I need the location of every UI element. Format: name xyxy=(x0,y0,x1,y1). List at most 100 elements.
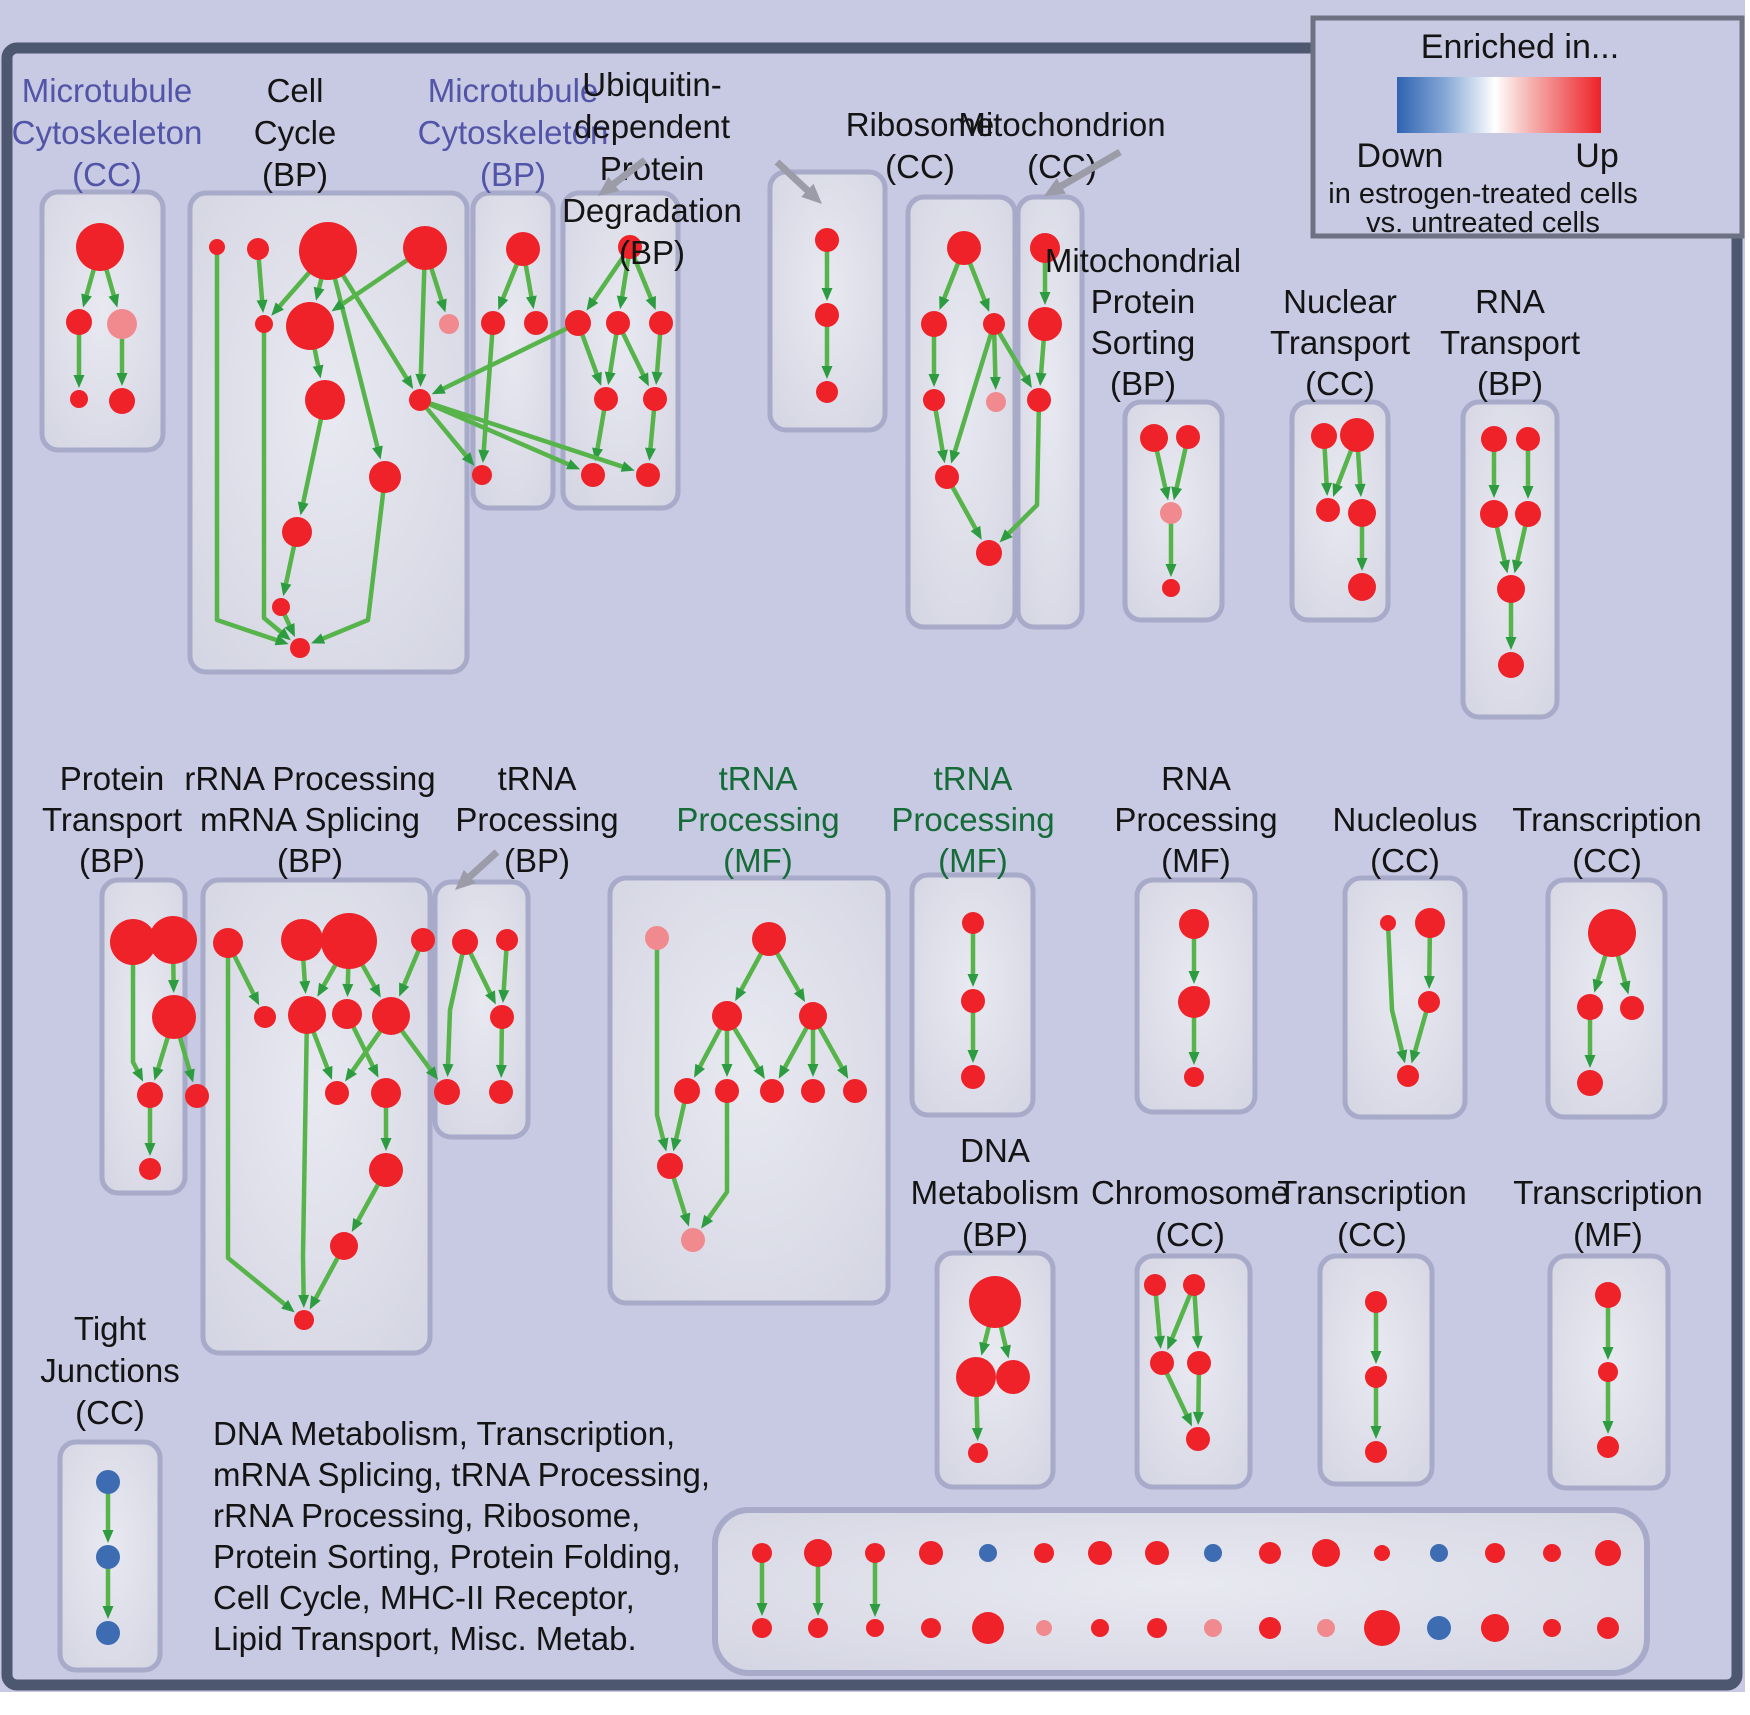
relation-arrowhead-icon xyxy=(1167,1335,1178,1351)
relation-arrowhead-icon xyxy=(284,623,295,638)
go-term-node-red xyxy=(286,302,334,350)
relation-arrowhead-icon xyxy=(1191,1335,1203,1350)
relation-arrowhead-icon xyxy=(670,1137,682,1152)
go-term-node-red xyxy=(1365,1441,1387,1463)
go-term-node-red xyxy=(1179,909,1209,939)
go-term-node-red xyxy=(843,1079,867,1103)
relation-arrowhead-icon xyxy=(869,1604,881,1617)
relation-arrowhead-icon xyxy=(168,979,180,994)
go-term-node-pink xyxy=(645,926,669,950)
go-term-node-red xyxy=(137,1082,163,1108)
go-term-node-pink xyxy=(107,309,137,339)
over-layer xyxy=(455,148,1122,890)
go-term-node-red xyxy=(1516,427,1540,451)
relation-edge xyxy=(445,941,468,1067)
go-term-node-red xyxy=(618,235,642,259)
go-term-node-red xyxy=(961,989,985,1013)
go-term-node-red xyxy=(272,598,290,616)
go-term-node-red xyxy=(1380,915,1396,931)
go-term-node-red xyxy=(325,1081,349,1105)
relation-arrowhead-icon xyxy=(735,987,747,1002)
relation-arrowhead-icon xyxy=(657,1137,669,1152)
go-term-node-red xyxy=(109,388,135,414)
relation-arrowhead-icon xyxy=(1584,1055,1596,1068)
go-term-node-red xyxy=(472,465,492,485)
relation-arrowhead-icon xyxy=(1000,1344,1011,1359)
rna-transport-bp-box xyxy=(1460,399,1560,720)
go-term-node-red xyxy=(299,222,357,280)
go-term-node-red xyxy=(332,999,362,1029)
relation-arrowhead-icon xyxy=(971,1427,983,1442)
ubiquitin-degradation-bp-box xyxy=(560,190,681,511)
go-term-node-red xyxy=(1088,1541,1112,1565)
ubiquitin-degradation-bp-2-box xyxy=(767,169,888,433)
rrna-processing-mrna-splicing-bp-label: rRNA Processing mRNA Splicing (BP) xyxy=(184,760,435,879)
relation-arrowhead-icon xyxy=(928,374,940,387)
go-term-node-red xyxy=(403,226,447,270)
relation-arrowhead-icon xyxy=(586,296,599,311)
relation-arrowhead-icon xyxy=(102,1606,114,1619)
legend-title: Enriched in... xyxy=(1421,28,1619,66)
relation-arrowhead-icon xyxy=(313,286,325,301)
go-term-node-red xyxy=(1030,233,1060,263)
go-term-node-red xyxy=(674,1078,700,1104)
relation-arrowhead-icon xyxy=(298,1294,310,1309)
nuclear-transport-cc-label: Nuclear Transport (CC) xyxy=(1270,283,1410,402)
go-term-node-red xyxy=(815,303,839,327)
relation-arrowhead-icon xyxy=(116,373,128,386)
go-term-node-red xyxy=(288,996,326,1034)
go-term-node-blue xyxy=(96,1621,120,1645)
relation-arrowhead-icon xyxy=(277,627,291,641)
relation-arrowhead-icon xyxy=(431,383,446,395)
relation-arrowhead-icon xyxy=(793,988,806,1003)
go-term-node-blue xyxy=(96,1470,120,1494)
go-term-node-red xyxy=(1144,1274,1166,1296)
cell-cycle-bp-box xyxy=(187,190,470,675)
go-term-node-red xyxy=(956,1357,996,1397)
relation-edge xyxy=(952,323,997,454)
go-term-node-red xyxy=(254,1006,276,1028)
relation-arrowhead-icon xyxy=(1181,1412,1193,1427)
go-term-node-red xyxy=(581,463,605,487)
relation-arrowhead-icon xyxy=(1370,1426,1382,1439)
go-term-node-red xyxy=(330,1232,358,1260)
collapsed-categories-text: DNA Metabolism, Transcription, mRNA Splic… xyxy=(213,1415,710,1657)
go-term-node-red xyxy=(371,1078,401,1108)
go-term-node-red xyxy=(799,1002,827,1030)
relation-arrowhead-icon xyxy=(442,1063,454,1078)
go-term-node-red xyxy=(1595,1540,1621,1566)
go-term-node-red xyxy=(209,239,225,255)
relation-arrowhead-icon xyxy=(970,525,982,540)
go-term-node-red xyxy=(808,1618,828,1638)
go-term-node-red xyxy=(1481,426,1507,452)
mitochondrion-cc-box xyxy=(1015,194,1085,630)
go-term-node-red xyxy=(1497,575,1525,603)
relation-arrowhead-icon xyxy=(297,501,309,516)
relation-arrowhead-icon xyxy=(1602,1347,1614,1360)
relation-edge xyxy=(440,320,579,392)
go-term-node-red xyxy=(247,238,269,260)
go-term-node-red xyxy=(1027,388,1051,412)
go-term-node-red xyxy=(506,232,540,266)
go-term-node-red xyxy=(185,1084,209,1108)
relation-arrowhead-icon xyxy=(1154,1335,1166,1350)
go-term-node-red xyxy=(636,463,660,487)
trna-processing-mf-1-label: tRNA Processing (MF) xyxy=(676,760,839,879)
relation-arrowhead-icon xyxy=(645,295,656,311)
relation-arrowhead-icon xyxy=(679,1212,691,1227)
relation-arrowhead-icon xyxy=(837,1064,849,1079)
boxes-layer xyxy=(39,169,1671,1676)
relation-arrowhead-icon xyxy=(144,1143,156,1156)
relation-arrowhead-icon xyxy=(271,302,284,316)
go-term-node-red xyxy=(369,1153,403,1187)
relation-arrowhead-icon xyxy=(721,1064,733,1077)
relation-arrowhead-icon xyxy=(939,295,950,311)
microtubule-cytoskeleton-cc-box xyxy=(39,189,166,453)
dna-metabolism-bp-box xyxy=(934,1250,1056,1490)
go-term-node-red xyxy=(1147,1618,1167,1638)
relation-arrowhead-icon xyxy=(967,974,979,987)
legend-caption-line1: in estrogen-treated cells xyxy=(1328,178,1638,210)
relation-edge xyxy=(1385,922,1405,1054)
relation-arrowhead-icon xyxy=(979,1341,990,1356)
